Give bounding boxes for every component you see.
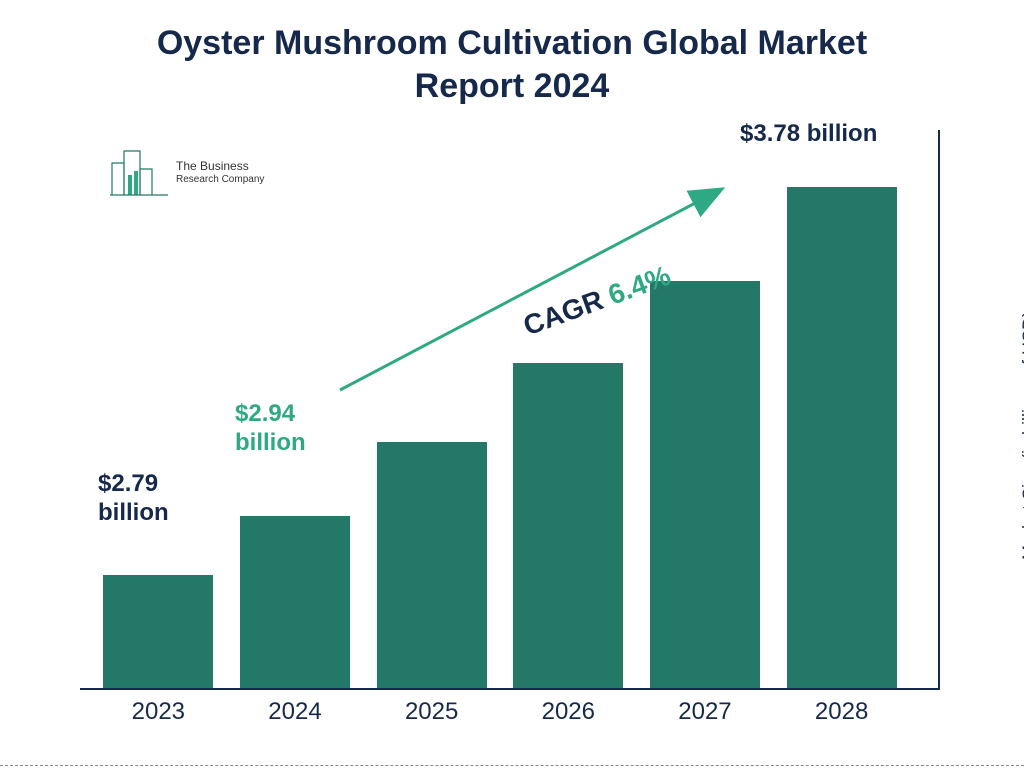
bar [513, 363, 623, 688]
footer-dashed-line [0, 765, 1024, 766]
bar-value-label: $3.78 billion [740, 120, 877, 149]
bar [240, 516, 350, 688]
bar-slot [782, 148, 902, 688]
y-axis-line [938, 130, 940, 690]
chart-title: Oyster Mushroom Cultivation Global Marke… [0, 0, 1024, 107]
title-line-2: Report 2024 [415, 67, 610, 105]
bar [103, 575, 213, 688]
bar-value-label: $2.79billion [98, 470, 169, 528]
bar [650, 281, 760, 688]
title-line-1: Oyster Mushroom Cultivation Global Marke… [157, 24, 867, 62]
x-axis-tick-label: 2024 [235, 698, 355, 726]
x-axis-tick-label: 2028 [782, 698, 902, 726]
bars-container [80, 148, 920, 688]
x-axis-tick-label: 2027 [645, 698, 765, 726]
bar-slot [645, 148, 765, 688]
x-axis-tick-label: 2026 [508, 698, 628, 726]
bar-slot [372, 148, 492, 688]
bar-slot [508, 148, 628, 688]
bar-value-label: $2.94billion [235, 400, 306, 458]
x-axis-labels: 2023 2024 2025 2026 2027 2028 [80, 698, 920, 726]
x-axis-tick-label: 2025 [372, 698, 492, 726]
x-axis-line [80, 688, 940, 690]
y-axis-label: Market Size (in billions of USD) [1020, 311, 1024, 560]
bar [377, 442, 487, 688]
bar-slot [98, 148, 218, 688]
x-axis-tick-label: 2023 [98, 698, 218, 726]
chart-area: 202320242025202620272028 Market Size (in… [80, 130, 950, 720]
bar [787, 187, 897, 688]
